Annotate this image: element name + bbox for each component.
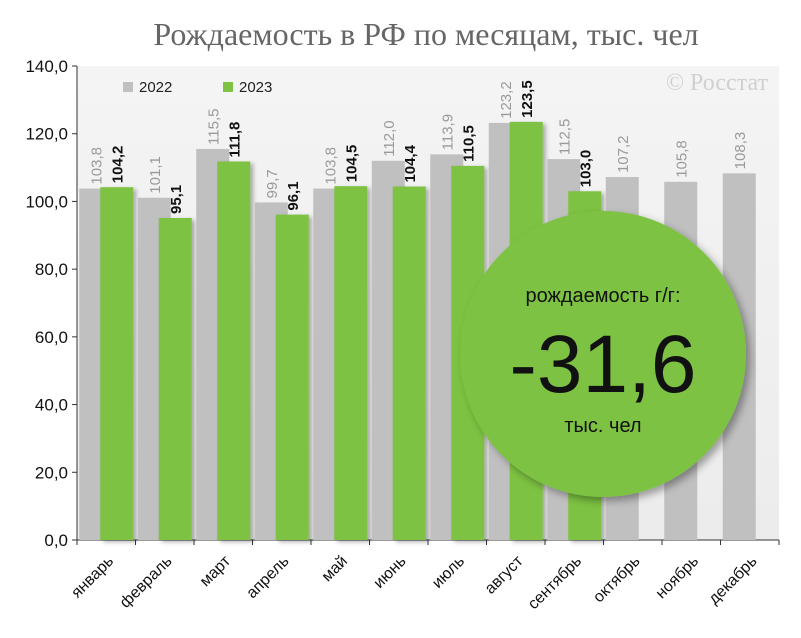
chart-title: Рождаемость в РФ по месяцам, тыс. чел [153,16,698,52]
value-label-2022: 115,5 [206,109,223,145]
x-tick-label: ноябрь [653,553,702,602]
x-tick-label: март [197,552,235,590]
callout-value: -31,6 [510,319,697,410]
bar-2023 [275,214,309,540]
value-label-2022: 103,8 [323,147,340,185]
y-tick-label: 20,0 [35,463,68,482]
value-label-2023: 123,5 [519,80,536,118]
bar-2023 [158,218,192,541]
value-label-2022: 99,7 [264,169,281,198]
x-tick-label: август [482,552,527,597]
x-tick-label: май [319,553,351,585]
legend-swatch-2022 [123,82,133,92]
callout-badge: рождаемость г/г: -31,6 тыс. чел [460,211,746,497]
value-label-2022: 112,5 [557,119,574,155]
legend-swatch-2023 [223,82,233,92]
value-label-2022: 101,1 [147,156,164,194]
y-tick-label: 100,0 [25,192,68,211]
x-tick-label: июнь [371,553,410,592]
value-label-2023: 104,4 [402,144,419,182]
x-axis-labels: январь февраль март апрель май июнь июль август… [68,552,760,613]
y-tick-label: 120,0 [25,125,68,144]
bar-2023 [217,161,251,540]
value-label-2023: 104,2 [110,146,127,184]
x-tick-label: апрель [243,553,292,602]
source-watermark: © Росстат [666,70,769,96]
x-tick-label: июль [429,553,468,592]
value-label-2022: 108,3 [732,132,749,170]
bar-2023 [392,186,426,540]
x-tick-label: сентябрь [525,553,585,613]
y-tick-label: 0,0 [44,531,68,550]
legend: 2022 2023 [123,79,272,96]
value-label-2023: 95,1 [168,185,185,214]
value-label-2023: 96,1 [285,181,302,210]
value-label-2023: 103,0 [578,150,595,188]
value-label-2022: 123,2 [498,81,515,119]
value-label-2022: 103,8 [89,147,106,185]
y-tick-label: 140,0 [25,57,68,76]
x-tick-label: февраль [117,553,176,612]
value-label-2023: 111,8 [227,122,244,158]
y-tick-label: 40,0 [35,396,68,415]
x-tick-label: октябрь [590,553,643,606]
callout-circle [460,211,746,497]
y-tick-label: 60,0 [35,328,68,347]
value-label-2022: 107,2 [615,136,632,174]
value-label-2022: 105,8 [674,140,691,178]
bar-2023 [100,187,134,541]
y-axis: 0,0 20,0 40,0 60,0 80,0 100,0 120,0 140,0 [25,57,780,550]
value-label-2022: 113,9 [440,114,457,150]
legend-label-2022: 2022 [139,79,172,96]
value-label-2023: 110,5 [461,125,478,162]
x-tick-label: декабрь [706,553,761,608]
callout-caption: рождаемость г/г: [525,285,680,307]
x-tick-label: январь [68,553,117,602]
y-tick-label: 80,0 [35,260,68,279]
bar-2023 [334,186,368,540]
value-label-2022: 112,0 [381,120,398,156]
value-label-2023: 104,5 [344,145,361,183]
legend-label-2023: 2023 [239,79,272,96]
callout-unit: тыс. чел [564,415,641,437]
